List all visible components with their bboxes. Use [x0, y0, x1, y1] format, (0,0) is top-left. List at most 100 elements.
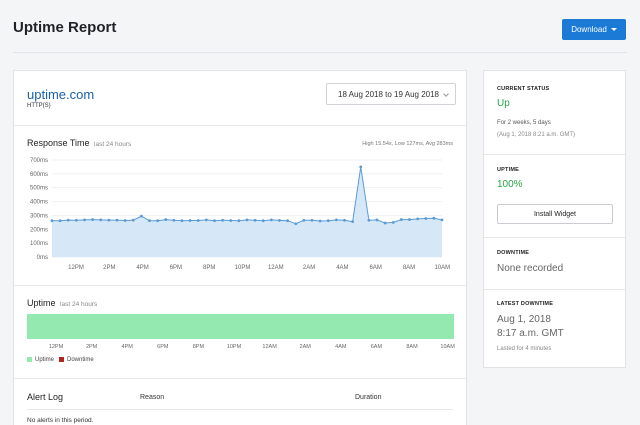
y-tick-label: 200ms: [30, 227, 48, 233]
downtime-label: DOWNTIME: [497, 250, 530, 256]
data-point: [278, 219, 281, 222]
response-time-title: Response Time last 24 hours: [27, 138, 131, 148]
data-point: [302, 218, 306, 222]
data-point: [74, 218, 78, 222]
x-tick-label: 10PM: [235, 265, 251, 271]
data-point: [408, 218, 411, 221]
section-divider: [14, 125, 466, 126]
response-time-stats: High 15.54s, Low 127ms, Avg 283ms: [362, 141, 453, 147]
data-point: [367, 218, 371, 222]
alert-log-title: Alert Log: [27, 392, 64, 402]
x-tick-label: 12PM: [68, 265, 84, 271]
series-area: [52, 166, 442, 257]
x-tick-label: 4PM: [136, 265, 148, 271]
x-tick-label: 8PM: [203, 265, 215, 271]
y-tick-label: 100ms: [30, 241, 48, 247]
data-point: [164, 218, 168, 221]
monitor-name[interactable]: uptime.com: [27, 87, 95, 102]
uptime-x-tick-label: 6PM: [157, 344, 169, 350]
uptime-x-tick-label: 8PM: [193, 344, 205, 350]
data-point: [188, 219, 192, 222]
uptime-value: 100%: [497, 179, 523, 190]
uptime-title-text: Uptime: [27, 298, 56, 308]
data-point: [237, 219, 241, 223]
legend-label-downtime: Downtime: [67, 357, 94, 364]
download-button[interactable]: Download: [562, 19, 626, 40]
x-tick-label: 10AM: [434, 265, 450, 271]
y-tick-label: 500ms: [30, 186, 48, 192]
data-point: [204, 218, 208, 222]
uptime-x-tick-label: 10AM: [440, 344, 455, 350]
uptime-x-tick-label: 2PM: [86, 344, 98, 350]
data-point: [83, 218, 86, 222]
data-point: [326, 219, 330, 223]
legend-item-uptime: Uptime: [27, 357, 54, 363]
uptime-x-tick-label: 6AM: [371, 344, 383, 350]
data-point: [286, 219, 290, 223]
data-point: [245, 218, 249, 222]
data-point: [432, 216, 436, 220]
uptime-x-tick-label: 12AM: [262, 344, 277, 350]
section-divider: [14, 285, 466, 286]
date-range-value: 18 Aug 2018 to 19 Aug 2018: [338, 89, 439, 99]
data-point: [115, 218, 119, 222]
data-point: [123, 219, 127, 222]
uptime-x-tick-label: 8AM: [406, 344, 418, 350]
data-point: [58, 219, 62, 223]
x-tick-label: 2AM: [303, 265, 315, 271]
report-card: uptime.com HTTP(S) 18 Aug 2018 to 19 Aug…: [13, 70, 467, 425]
latest-downtime-date: Aug 1, 2018: [497, 314, 551, 325]
alert-header-divider: [27, 409, 453, 410]
data-point: [213, 219, 216, 223]
data-point: [294, 222, 298, 226]
alert-col-reason: Reason: [140, 394, 165, 401]
uptime-x-tick-label: 10PM: [227, 344, 242, 350]
latest-downtime-label: LATEST DOWNTIME: [497, 301, 554, 307]
status-sidebar: CURRENT STATUS Up For 2 weeks, 5 days (A…: [483, 70, 626, 368]
status-since: (Aug 1, 2018 8:21 a.m. GMT): [497, 132, 576, 138]
uptime-swatch: [27, 357, 32, 362]
date-range-select[interactable]: 18 Aug 2018 to 19 Aug 2018: [326, 83, 456, 105]
data-point: [351, 220, 355, 224]
current-status-value: Up: [497, 98, 510, 109]
data-point: [148, 219, 151, 223]
data-point: [440, 218, 444, 222]
data-point: [107, 218, 111, 222]
x-tick-label: 2PM: [103, 265, 115, 271]
data-point: [318, 219, 322, 223]
uptime-label: UPTIME: [497, 167, 519, 173]
x-tick-label: 8AM: [403, 265, 415, 271]
x-tick-label: 12AM: [268, 265, 284, 271]
current-status-label: CURRENT STATUS: [497, 86, 550, 92]
latest-downtime-time: 8:17 a.m. GMT: [497, 328, 564, 339]
sidebar-divider: [484, 237, 625, 238]
data-point: [375, 218, 379, 222]
uptime-axis: 12PM 2PM 4PM 6PM 8PM 10PM 12AM 2AM 4AM 6AM 8AM 10AM: [49, 344, 455, 350]
data-point: [172, 218, 176, 222]
data-point: [399, 218, 403, 221]
latest-downtime-duration: Lasted for 4 minutes: [497, 346, 552, 352]
install-widget-button[interactable]: Install Widget: [497, 204, 613, 224]
data-point: [180, 219, 184, 223]
data-point: [139, 214, 143, 218]
uptime-x-tick-label: 4AM: [335, 344, 347, 350]
y-tick-label: 400ms: [30, 200, 48, 206]
uptime-title: Uptime last 24 hours: [27, 298, 97, 308]
data-point: [91, 218, 95, 221]
data-point: [359, 165, 363, 169]
downtime-swatch: [59, 357, 65, 362]
response-time-subtitle: last 24 hours: [94, 141, 132, 148]
data-point: [229, 219, 233, 222]
data-point: [50, 219, 54, 223]
x-tick-label: 4AM: [336, 265, 348, 271]
sidebar-divider: [484, 154, 625, 155]
legend-item-downtime: Downtime: [59, 357, 94, 363]
downtime-value: None recorded: [497, 263, 564, 274]
section-divider: [14, 378, 466, 379]
y-tick-label: 0ms: [37, 255, 48, 261]
page-header: Uptime Report Download: [0, 0, 640, 56]
data-point: [391, 220, 395, 224]
legend-label-uptime: Uptime: [35, 357, 55, 364]
data-point: [424, 217, 428, 220]
data-point: [334, 218, 338, 222]
